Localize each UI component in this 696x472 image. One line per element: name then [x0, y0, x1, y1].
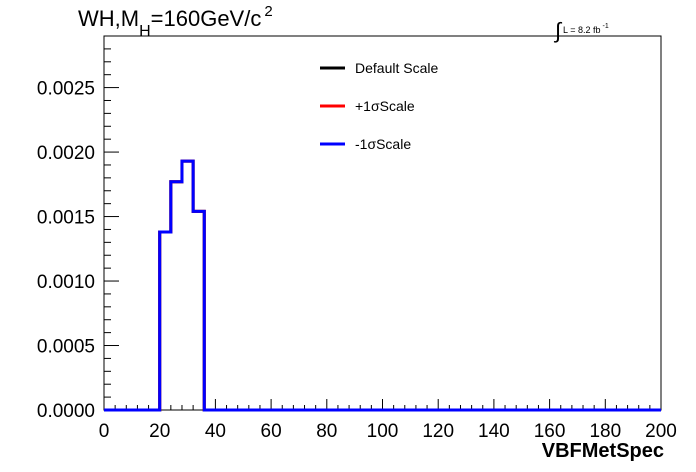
histogram-series--1-scale [104, 159, 661, 412]
title-superscript: 2 [264, 3, 273, 20]
legend-label: Default Scale [355, 60, 438, 76]
x-tick-label: 40 [205, 421, 226, 442]
y-tick-label: 0.0005 [37, 337, 95, 358]
x-tick-label: 0 [99, 421, 110, 442]
title-subscript: H [139, 23, 151, 40]
chart-title: WH,MH=160GeV/c 2 [78, 3, 273, 40]
histogram-series-default-scale [104, 159, 661, 412]
y-tick-label: 0.0010 [37, 272, 95, 293]
title-prefix: WH,M [78, 6, 140, 31]
x-tick-label: 200 [645, 421, 677, 442]
x-tick-label: 180 [589, 421, 621, 442]
x-tick-label: 160 [534, 421, 566, 442]
x-tick-label: 80 [316, 421, 337, 442]
y-tick-label: 0.0020 [37, 143, 95, 164]
x-tick-label: 20 [149, 421, 170, 442]
luminosity-text: L = 8.2 fb [563, 25, 601, 35]
luminosity-superscript: -1 [602, 23, 609, 30]
legend-label: -1σScale [355, 136, 411, 152]
histogram-series--1-scale [104, 159, 661, 412]
y-tick-label: 0.0000 [37, 401, 95, 422]
x-tick-label: 100 [367, 421, 399, 442]
legend-label: +1σScale [355, 98, 415, 114]
luminosity-label: ∫ L = 8.2 fb -1 [555, 13, 609, 43]
y-tick-label: 0.0025 [37, 79, 95, 100]
x-tick-label: 120 [422, 421, 454, 442]
x-axis-label: VBFMetSpec [541, 440, 664, 462]
integral-sign: ∫ [555, 18, 562, 43]
title-suffix: =160GeV/c [150, 6, 262, 31]
y-tick-label: 0.0015 [37, 208, 95, 229]
x-tick-label: 140 [478, 421, 510, 442]
x-tick-label: 60 [261, 421, 282, 442]
plot-frame [103, 35, 662, 411]
